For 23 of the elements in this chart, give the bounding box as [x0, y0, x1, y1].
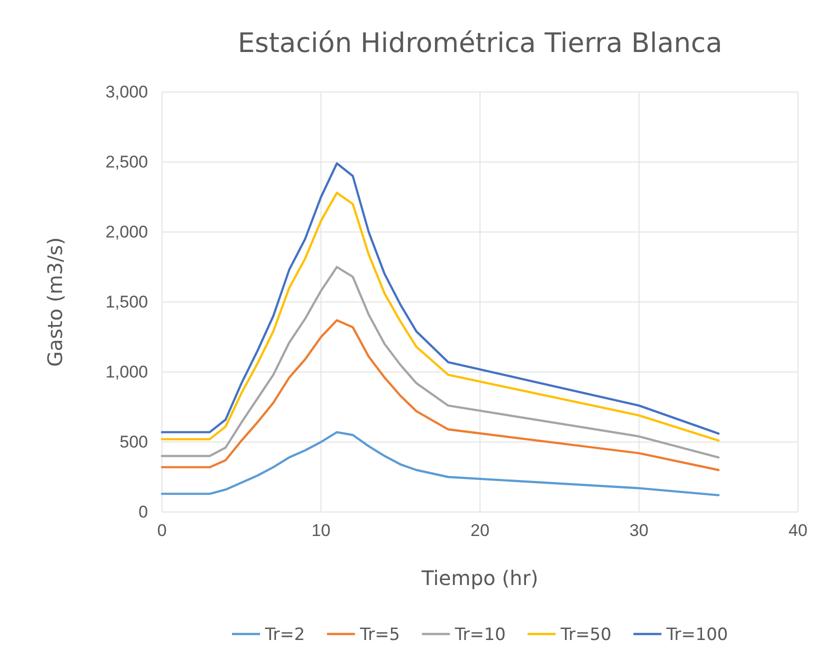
x-tick-label: 30 — [630, 521, 648, 540]
x-tick-label: 20 — [470, 521, 490, 540]
y-tick-label: 1,000 — [105, 362, 148, 382]
legend-label: Tr=50 — [560, 625, 612, 645]
y-tick-label: 2,000 — [105, 222, 148, 242]
x-axis-title: Tiempo (hr) — [420, 566, 538, 590]
line-series — [160, 266, 720, 458]
x-tick-label: 10 — [312, 521, 330, 540]
line-series — [160, 431, 720, 496]
legend-label: Tr=2 — [264, 625, 305, 645]
y-tick-label: 1,500 — [105, 292, 148, 312]
y-tick-label: 500 — [120, 432, 148, 452]
y-tick-label: 3,000 — [105, 82, 148, 102]
x-tick-label: 0 — [157, 521, 167, 540]
y-axis-title: Gasto (m3/s) — [43, 237, 67, 367]
chart-title: Estación Hidrométrica Tierra Blanca — [238, 28, 722, 59]
line-series — [160, 319, 720, 472]
y-tick-label: 2,500 — [105, 152, 148, 172]
x-tick-label: 40 — [788, 521, 808, 540]
legend-label: Tr=100 — [665, 625, 728, 645]
legend-label: Tr=10 — [454, 625, 506, 645]
y-tick-label: 0 — [138, 502, 148, 522]
legend-label: Tr=5 — [358, 625, 400, 645]
